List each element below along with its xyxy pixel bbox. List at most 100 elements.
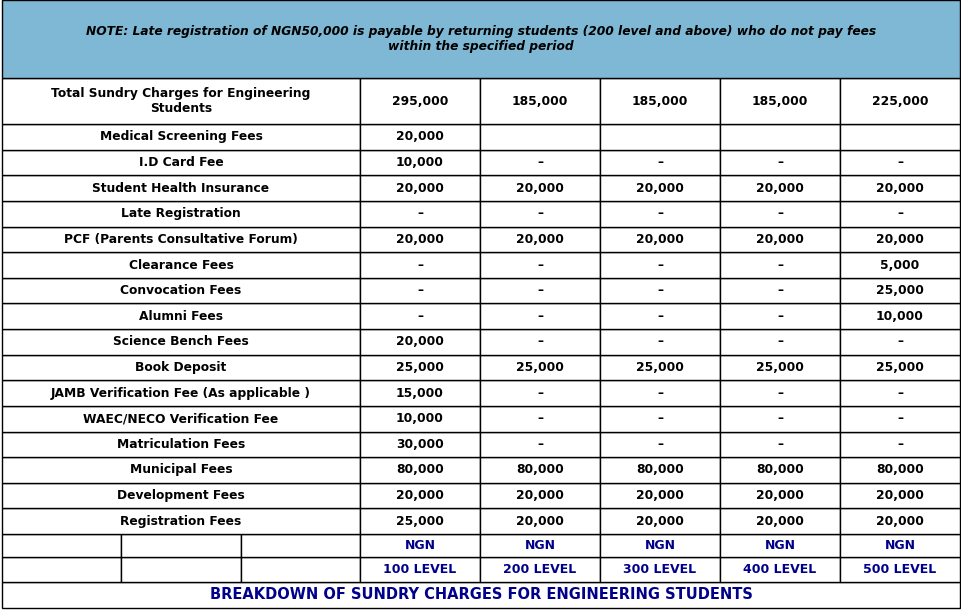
Bar xyxy=(359,557,480,582)
Bar xyxy=(600,175,719,201)
Bar xyxy=(719,278,839,303)
Bar xyxy=(480,329,600,354)
Bar xyxy=(839,329,959,354)
Text: –: – xyxy=(896,156,902,169)
Bar xyxy=(2,457,359,483)
Text: –: – xyxy=(536,336,542,348)
Text: 25,000: 25,000 xyxy=(515,361,563,374)
Text: –: – xyxy=(776,207,782,220)
Text: 200 LEVEL: 200 LEVEL xyxy=(503,563,576,576)
Text: –: – xyxy=(896,387,902,400)
Bar xyxy=(839,278,959,303)
Text: 5,000: 5,000 xyxy=(879,259,919,271)
Text: Total Sundry Charges for Engineering
Students: Total Sundry Charges for Engineering Stu… xyxy=(51,87,310,115)
Text: –: – xyxy=(656,310,662,323)
Bar xyxy=(2,380,359,406)
Bar xyxy=(719,431,839,457)
Text: 20,000: 20,000 xyxy=(396,233,443,246)
Text: 20,000: 20,000 xyxy=(875,515,923,528)
Bar xyxy=(600,483,719,508)
Text: Matriculation Fees: Matriculation Fees xyxy=(116,438,245,451)
Text: 20,000: 20,000 xyxy=(396,182,443,195)
Text: –: – xyxy=(656,438,662,451)
Text: –: – xyxy=(896,207,902,220)
Bar xyxy=(719,534,839,557)
Text: –: – xyxy=(536,310,542,323)
Text: 20,000: 20,000 xyxy=(635,233,683,246)
Text: NGN: NGN xyxy=(404,539,435,552)
Text: 30,000: 30,000 xyxy=(396,438,443,451)
Text: –: – xyxy=(416,310,423,323)
Text: 15,000: 15,000 xyxy=(396,387,443,400)
Bar xyxy=(719,483,839,508)
Bar xyxy=(359,303,480,329)
Text: –: – xyxy=(416,207,423,220)
Bar xyxy=(719,124,839,149)
Bar xyxy=(359,175,480,201)
Bar xyxy=(480,78,600,124)
Text: 10,000: 10,000 xyxy=(396,156,443,169)
Bar xyxy=(600,557,719,582)
Bar xyxy=(2,78,359,124)
Bar xyxy=(2,303,359,329)
Bar xyxy=(359,124,480,149)
Text: 25,000: 25,000 xyxy=(875,284,923,297)
Bar xyxy=(839,557,959,582)
Text: –: – xyxy=(536,259,542,271)
Text: Registration Fees: Registration Fees xyxy=(120,515,241,528)
Bar xyxy=(480,354,600,380)
Bar xyxy=(2,582,959,608)
Bar xyxy=(600,78,719,124)
Bar xyxy=(359,329,480,354)
Bar xyxy=(719,303,839,329)
Bar xyxy=(2,124,359,149)
Bar xyxy=(839,252,959,278)
Bar xyxy=(2,508,359,534)
Text: 80,000: 80,000 xyxy=(875,464,923,476)
Text: 20,000: 20,000 xyxy=(515,182,563,195)
Text: Student Health Insurance: Student Health Insurance xyxy=(92,182,269,195)
Text: 100 LEVEL: 100 LEVEL xyxy=(383,563,456,576)
Bar xyxy=(2,226,359,252)
Text: NGN: NGN xyxy=(644,539,675,552)
Text: Book Deposit: Book Deposit xyxy=(136,361,227,374)
Bar xyxy=(2,149,359,175)
Bar xyxy=(719,252,839,278)
Bar xyxy=(719,78,839,124)
Text: –: – xyxy=(536,156,542,169)
Text: 20,000: 20,000 xyxy=(635,182,683,195)
Bar xyxy=(600,354,719,380)
Text: 300 LEVEL: 300 LEVEL xyxy=(623,563,696,576)
Bar xyxy=(240,534,359,557)
Bar xyxy=(480,534,600,557)
Text: –: – xyxy=(776,412,782,425)
Bar xyxy=(719,354,839,380)
Bar xyxy=(839,303,959,329)
Text: 185,000: 185,000 xyxy=(752,95,807,107)
Bar xyxy=(719,175,839,201)
Bar xyxy=(121,534,240,557)
Text: –: – xyxy=(536,387,542,400)
Text: Late Registration: Late Registration xyxy=(121,207,240,220)
Text: 20,000: 20,000 xyxy=(515,233,563,246)
Bar xyxy=(719,557,839,582)
Text: –: – xyxy=(776,259,782,271)
Bar xyxy=(240,557,359,582)
Text: –: – xyxy=(896,438,902,451)
Bar xyxy=(600,508,719,534)
Text: 400 LEVEL: 400 LEVEL xyxy=(743,563,816,576)
Text: 500 LEVEL: 500 LEVEL xyxy=(862,563,936,576)
Bar xyxy=(480,483,600,508)
Text: –: – xyxy=(656,412,662,425)
Bar xyxy=(2,483,359,508)
Text: 20,000: 20,000 xyxy=(515,515,563,528)
Text: 80,000: 80,000 xyxy=(396,464,443,476)
Bar xyxy=(600,431,719,457)
Text: 20,000: 20,000 xyxy=(755,233,803,246)
Bar xyxy=(839,78,959,124)
Bar xyxy=(2,201,359,226)
Text: NGN: NGN xyxy=(524,539,554,552)
Text: –: – xyxy=(656,387,662,400)
Text: 185,000: 185,000 xyxy=(631,95,687,107)
Bar xyxy=(359,431,480,457)
